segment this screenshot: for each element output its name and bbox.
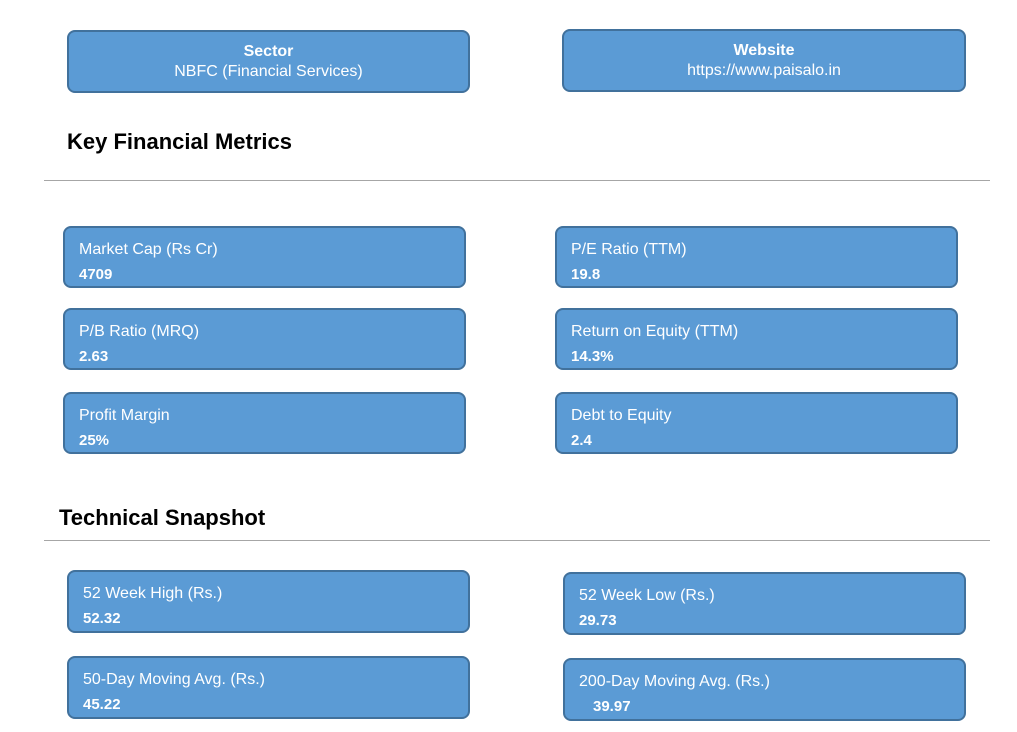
week52-high-value: 52.32 [83,610,121,627]
roe-value: 14.3% [571,348,614,365]
key-financial-metrics-heading: Key Financial Metrics [67,129,292,154]
website-link[interactable]: https://www.paisalo.in [687,61,841,79]
roe-label: Return on Equity (TTM) [571,323,739,340]
dma50-label: 50-Day Moving Avg. (Rs.) [83,671,265,688]
debt-equity-value: 2.4 [571,432,592,449]
pb-ratio-label: P/B Ratio (MRQ) [79,323,200,340]
week52-low-card: 52 Week Low (Rs.) 29.73 [563,572,966,635]
dma200-card: 200-Day Moving Avg. (Rs.) 39.97 [563,658,966,721]
profit-margin-label: Profit Margin [79,407,170,424]
dma200-value: 39.97 [593,698,631,715]
website-title: Website [733,41,795,59]
pe-ratio-label: P/E Ratio (TTM) [571,241,687,258]
sector-card: Sector NBFC (Financial Services) [67,30,470,93]
pe-ratio-value: 19.8 [571,266,601,283]
profit-margin-value: 25% [79,432,110,449]
profit-margin-card: Profit Margin 25% [63,392,466,454]
section-divider [44,180,990,181]
technical-snapshot-heading: Technical Snapshot [59,505,266,530]
roe-card: Return on Equity (TTM) 14.3% [555,308,958,370]
pe-ratio-card: P/E Ratio (TTM) 19.8 [555,226,958,288]
dma50-value: 45.22 [83,696,121,713]
sector-title: Sector [243,42,294,60]
website-card[interactable]: Website https://www.paisalo.in [562,29,966,92]
pb-ratio-card: P/B Ratio (MRQ) 2.63 [63,308,466,370]
market-cap-card: Market Cap (Rs Cr) 4709 [63,226,466,288]
week52-low-label: 52 Week Low (Rs.) [579,587,715,604]
dma50-card: 50-Day Moving Avg. (Rs.) 45.22 [67,656,470,719]
section-divider [44,540,990,541]
market-cap-label: Market Cap (Rs Cr) [79,241,218,258]
week52-low-value: 29.73 [579,612,617,629]
dma200-label: 200-Day Moving Avg. (Rs.) [579,673,770,690]
debt-equity-label: Debt to Equity [571,407,672,424]
week52-high-label: 52 Week High (Rs.) [83,585,223,602]
sector-value: NBFC (Financial Services) [174,62,363,80]
week52-high-card: 52 Week High (Rs.) 52.32 [67,570,470,633]
market-cap-value: 4709 [79,266,113,283]
debt-equity-card: Debt to Equity 2.4 [555,392,958,454]
pb-ratio-value: 2.63 [79,348,109,365]
